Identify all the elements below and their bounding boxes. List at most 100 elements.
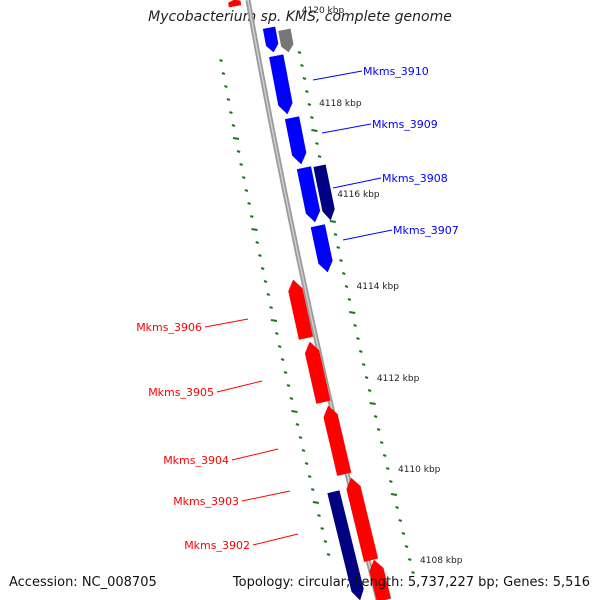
gene-arrow-3903: [346, 477, 379, 562]
gene-label-forward: Mkms_3909: [372, 118, 438, 131]
leader-line: [252, 533, 299, 546]
inner-tick: [312, 501, 320, 504]
outer-tick: [329, 220, 336, 223]
outer-tick: [349, 311, 356, 314]
outer-tick: [395, 506, 399, 509]
inner-tick: [289, 397, 294, 400]
inner-tick: [323, 540, 328, 543]
outer-tick: [311, 129, 318, 132]
inner-tick: [224, 85, 228, 88]
inner-tick: [239, 163, 243, 166]
outer-tick: [369, 402, 376, 405]
inner-tick: [244, 189, 249, 192]
inner-tick: [263, 280, 268, 283]
inner-tick: [226, 98, 231, 101]
inner-tick: [221, 72, 226, 75]
outer-tick: [336, 246, 341, 249]
outer-tick: [390, 493, 398, 496]
accession-text: Accession: NC_008705: [9, 575, 157, 590]
outer-tick: [353, 324, 357, 327]
outer-tick: [382, 454, 387, 457]
inner-tick: [241, 176, 246, 179]
leader-line: [231, 448, 279, 461]
inner-tick: [275, 332, 279, 335]
inner-tick: [320, 527, 324, 530]
outer-tick: [305, 90, 309, 93]
gene-arrow-grey: [278, 28, 294, 53]
leader-line: [312, 70, 363, 81]
inner-tick: [232, 137, 240, 140]
outer-tick: [367, 389, 372, 392]
inner-tick: [255, 241, 260, 244]
outer-tick: [297, 51, 302, 54]
inner-tick: [286, 384, 291, 387]
outer-tick: [411, 571, 415, 574]
inner-tick: [301, 449, 306, 452]
outer-tick: [315, 142, 319, 145]
inner-tick: [236, 150, 241, 153]
inner-tick: [251, 228, 258, 231]
outer-tick: [317, 155, 322, 158]
outer-tick: [389, 480, 393, 483]
inner-tick: [277, 345, 282, 348]
outer-tick: [356, 337, 360, 340]
outer-tick: [344, 285, 349, 288]
gene-features: [228, 0, 392, 600]
outer-tick: [361, 363, 366, 366]
scale-label: 4118 kbp: [319, 99, 362, 109]
leader-line: [216, 380, 263, 393]
outer-tick: [364, 376, 369, 379]
outer-tick: [401, 532, 406, 535]
gene-arrow-3909: [284, 116, 307, 165]
outer-tick: [359, 350, 363, 353]
gene-arrow-3904: [323, 405, 352, 476]
scale-label: 4110 kbp: [398, 465, 441, 475]
inner-tick: [304, 462, 309, 465]
outer-tick: [333, 233, 338, 236]
gene-label-reverse: Mkms_3904: [163, 454, 229, 467]
gene-label-forward: Mkms_3907: [393, 224, 459, 237]
scale-label: 4108 kbp: [420, 556, 463, 566]
outer-tick: [347, 298, 352, 301]
outer-tick: [300, 64, 304, 67]
scale-label: 4120 kbp: [302, 6, 345, 16]
scale-label: 4114 kbp: [357, 282, 400, 292]
gene-arrow-3906: [288, 279, 314, 340]
gene-label-reverse: Mkms_3903: [173, 495, 239, 508]
gene-arrow-3911: [262, 26, 279, 53]
leader-line: [321, 123, 372, 134]
leader-line: [241, 490, 291, 502]
inner-tick: [229, 111, 233, 114]
gene-label-forward: Mkms_3908: [382, 172, 448, 185]
inner-tick: [247, 202, 251, 205]
outer-tick: [307, 103, 312, 106]
outer-tick: [310, 116, 314, 119]
scale-ticks: 4120 kbp 4118 kbp 4116 kbp 4114 kbp 4112 kbp…: [219, 6, 463, 574]
inner-tick: [280, 358, 285, 361]
inner-tick: [249, 215, 254, 218]
gene-label-reverse: Mkms_3905: [148, 386, 214, 399]
inner-tick: [317, 514, 321, 517]
outer-tick: [385, 467, 390, 470]
outer-tick: [404, 545, 409, 548]
gene-arrow-3902-dark: [327, 490, 364, 600]
scale-label: 4116 kbp: [337, 190, 380, 200]
inner-tick: [283, 371, 288, 374]
outer-tick: [373, 415, 378, 418]
outer-tick: [341, 272, 346, 275]
inner-tick: [298, 436, 303, 439]
map-title: Mycobacterium sp. KMS, complete genome: [148, 9, 452, 25]
inner-tick: [260, 267, 265, 270]
inner-tick: [326, 553, 331, 556]
gene-arrow-3912: [228, 0, 242, 8]
gene-arrow-3908: [296, 166, 321, 223]
leader-line: [332, 177, 382, 189]
inner-tick: [219, 59, 223, 62]
inner-tick: [269, 306, 273, 309]
gene-labels: Mkms_3910 Mkms_3909 Mkms_3908 Mkms_3907 Mkms…: [136, 65, 459, 552]
gene-label-forward: Mkms_3910: [363, 65, 429, 78]
outer-tick: [379, 441, 384, 444]
gene-label-reverse: Mkms_3906: [136, 321, 202, 334]
gene-arrow-3910: [269, 54, 293, 115]
